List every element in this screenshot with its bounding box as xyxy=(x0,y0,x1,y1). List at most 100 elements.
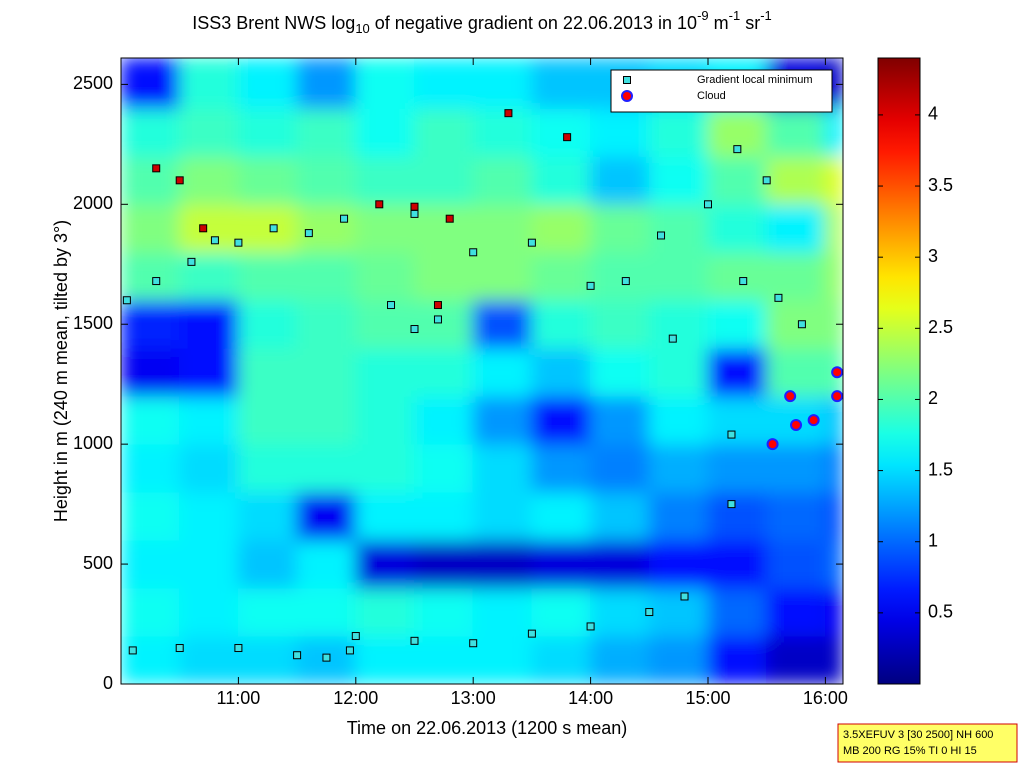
heat-cell xyxy=(179,443,239,493)
heatmap xyxy=(121,58,843,684)
heat-cell xyxy=(531,58,592,109)
heat-cell xyxy=(472,251,533,301)
marker xyxy=(387,301,396,310)
title-superscript: -1 xyxy=(729,8,741,23)
heat-cell xyxy=(413,635,474,684)
heat-cell xyxy=(824,299,843,349)
heat-cell xyxy=(355,251,415,301)
heat-cell xyxy=(121,203,181,253)
marker xyxy=(680,592,689,601)
plot-frame xyxy=(120,57,844,685)
colorbar-tick-label: 3.5 xyxy=(928,175,953,195)
marker xyxy=(790,418,803,431)
heat-cell xyxy=(296,587,357,637)
heat-cell xyxy=(648,443,709,493)
x-tick-label: 11:00 xyxy=(217,688,261,708)
marker xyxy=(586,281,595,290)
heat-cell xyxy=(121,347,181,397)
y-tick-label: 1500 xyxy=(73,313,113,333)
heat-cell xyxy=(766,251,826,301)
info-box xyxy=(837,723,1018,763)
marker xyxy=(807,414,820,427)
heat-cell xyxy=(296,251,357,301)
marker xyxy=(234,644,243,653)
heat-cell xyxy=(179,155,239,205)
heat-cell xyxy=(707,203,768,253)
marker xyxy=(175,644,184,653)
marker xyxy=(293,651,302,660)
heat-cell xyxy=(531,635,592,684)
heat-cell xyxy=(824,155,843,205)
heat-cell xyxy=(648,395,709,445)
heat-cell xyxy=(296,491,357,541)
heat-cell xyxy=(531,299,592,349)
heat-cell xyxy=(824,443,843,493)
colorbar-tick-label: 2.5 xyxy=(928,317,953,337)
marker xyxy=(351,632,360,641)
heat-cell xyxy=(472,155,533,205)
heat-cell xyxy=(824,491,843,541)
x-tick-label: 14:00 xyxy=(568,688,613,708)
marker xyxy=(269,224,278,233)
marker xyxy=(410,202,419,211)
heat-cell xyxy=(766,443,826,493)
x-tick-label: 12:00 xyxy=(333,688,378,708)
x-tick-label: 16:00 xyxy=(803,688,848,708)
heat-cell xyxy=(413,251,474,301)
heat-cell xyxy=(472,58,533,109)
marker xyxy=(727,430,736,439)
marker xyxy=(322,653,331,662)
heat-cell xyxy=(296,443,357,493)
heat-cell xyxy=(355,395,415,445)
marker xyxy=(469,639,478,648)
heat-cell xyxy=(355,347,415,397)
heat-cell xyxy=(531,107,592,157)
marker xyxy=(122,296,131,305)
heat-cell xyxy=(296,347,357,397)
marker xyxy=(345,646,354,655)
heat-cell xyxy=(472,491,533,541)
x-tick-label: 13:00 xyxy=(451,688,496,708)
heat-cell xyxy=(413,395,474,445)
heat-cell xyxy=(237,155,298,205)
heat-cell xyxy=(590,299,650,349)
colorbar-tick-label: 1 xyxy=(928,530,938,550)
heat-cell xyxy=(237,587,298,637)
heat-cell xyxy=(707,299,768,349)
heat-cell xyxy=(590,491,650,541)
heat-cell xyxy=(121,587,181,637)
heat-cell xyxy=(590,635,650,684)
heat-cell xyxy=(121,107,181,157)
x-axis-label: Time on 22.06.2013 (1200 s mean) xyxy=(347,718,628,738)
heat-cell xyxy=(296,395,357,445)
heat-cell xyxy=(531,491,592,541)
heat-cell xyxy=(707,155,768,205)
heat-cell xyxy=(179,107,239,157)
heat-cell xyxy=(590,539,650,589)
heat-cell xyxy=(237,347,298,397)
heat-cell xyxy=(121,299,181,349)
title-part: m xyxy=(709,13,729,33)
heat-cell xyxy=(766,539,826,589)
marker xyxy=(527,629,536,638)
heat-cell xyxy=(296,299,357,349)
heat-cell xyxy=(824,395,843,445)
heat-cell xyxy=(648,347,709,397)
marker xyxy=(410,209,419,218)
heat-cell xyxy=(590,395,650,445)
heat-cell xyxy=(413,203,474,253)
heat-cell xyxy=(355,443,415,493)
heat-cell xyxy=(296,58,357,109)
heat-cell xyxy=(648,539,709,589)
heat-cell xyxy=(590,587,650,637)
marker xyxy=(375,200,384,209)
heat-cell xyxy=(590,251,650,301)
heat-cell xyxy=(237,203,298,253)
heat-cell xyxy=(237,251,298,301)
heat-cell xyxy=(648,635,709,684)
legend-marker xyxy=(621,90,633,102)
heat-cell xyxy=(472,587,533,637)
scatter-points xyxy=(122,109,843,662)
marker xyxy=(668,334,677,343)
